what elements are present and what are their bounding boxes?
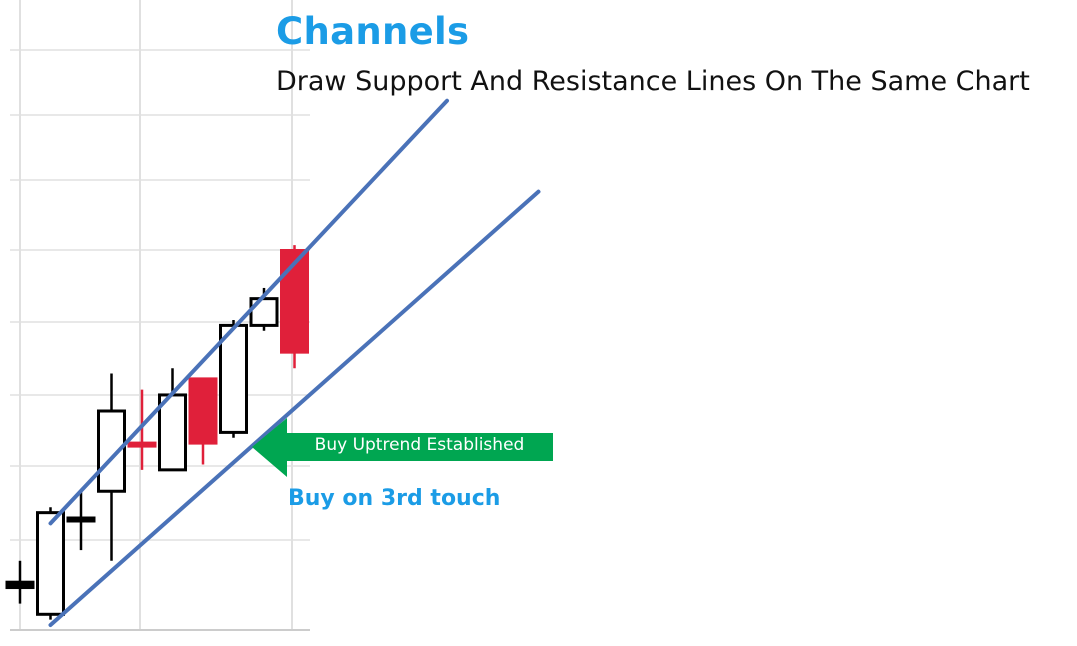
chart-subtitle: Draw Support And Resistance Lines On The… (276, 66, 1030, 97)
candle-body (66, 516, 96, 523)
candle-body (127, 441, 157, 448)
resistance-trendline (48, 98, 449, 526)
arrow-label: Buy Uptrend Established (314, 435, 525, 455)
candle-body (280, 249, 309, 354)
candle-body (158, 393, 187, 472)
candle-body (188, 377, 218, 445)
support-trendline (48, 189, 541, 627)
chart-title: Channels (276, 10, 470, 53)
candlestick-series (5, 245, 309, 620)
arrow-left-icon (252, 418, 553, 477)
buy-note: Buy on 3rd touch (288, 486, 501, 511)
trendline-layer (48, 98, 541, 627)
buy-arrow (252, 418, 553, 477)
candle-body (5, 580, 35, 590)
candle-body (36, 511, 65, 616)
candle-body (219, 323, 248, 434)
